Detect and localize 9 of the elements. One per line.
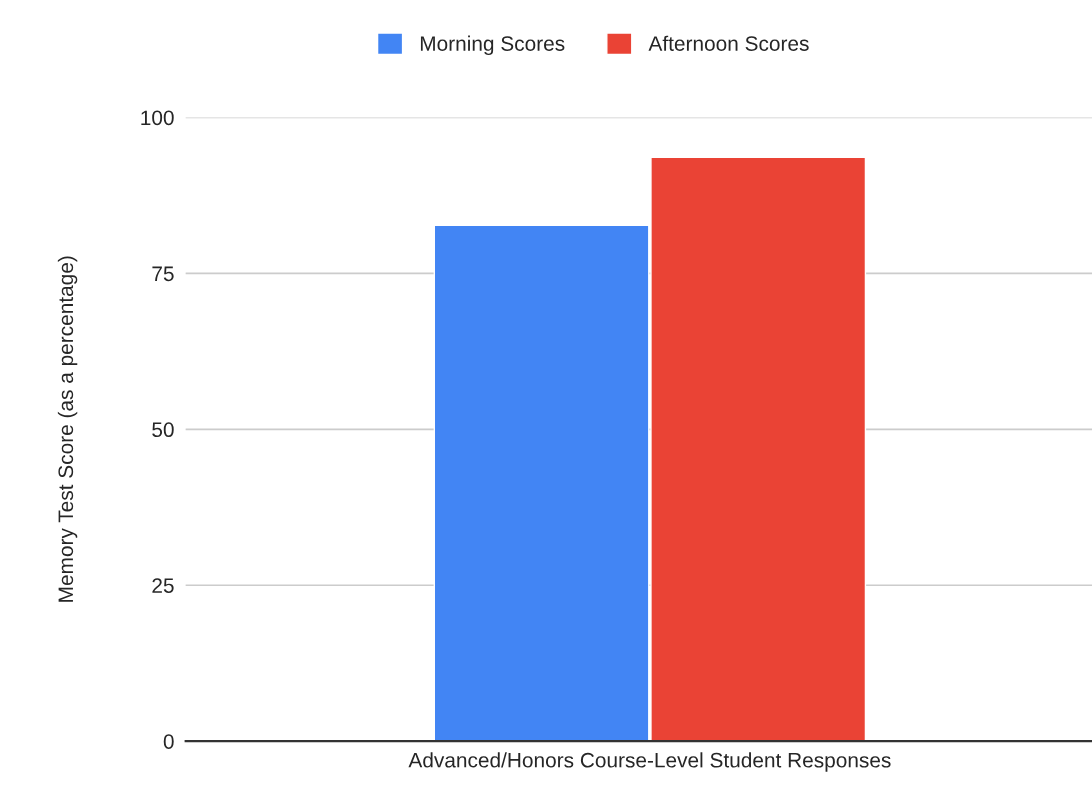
x-tick-label: Advanced/Honors Course-Level Student Responses <box>408 752 891 772</box>
y-axis-title: Memory Test Score (as a percentage) <box>57 256 78 602</box>
y-tick-label: 25 <box>152 578 174 593</box>
y-tick-label: 50 <box>152 422 174 438</box>
y-tick-label: 75 <box>152 266 174 282</box>
legend-label: Afternoon Scores <box>648 35 809 51</box>
legend-label: Morning Scores <box>420 35 565 56</box>
y-tick-label: 0 <box>163 734 174 749</box>
y-tick-label: 100 <box>141 110 174 126</box>
